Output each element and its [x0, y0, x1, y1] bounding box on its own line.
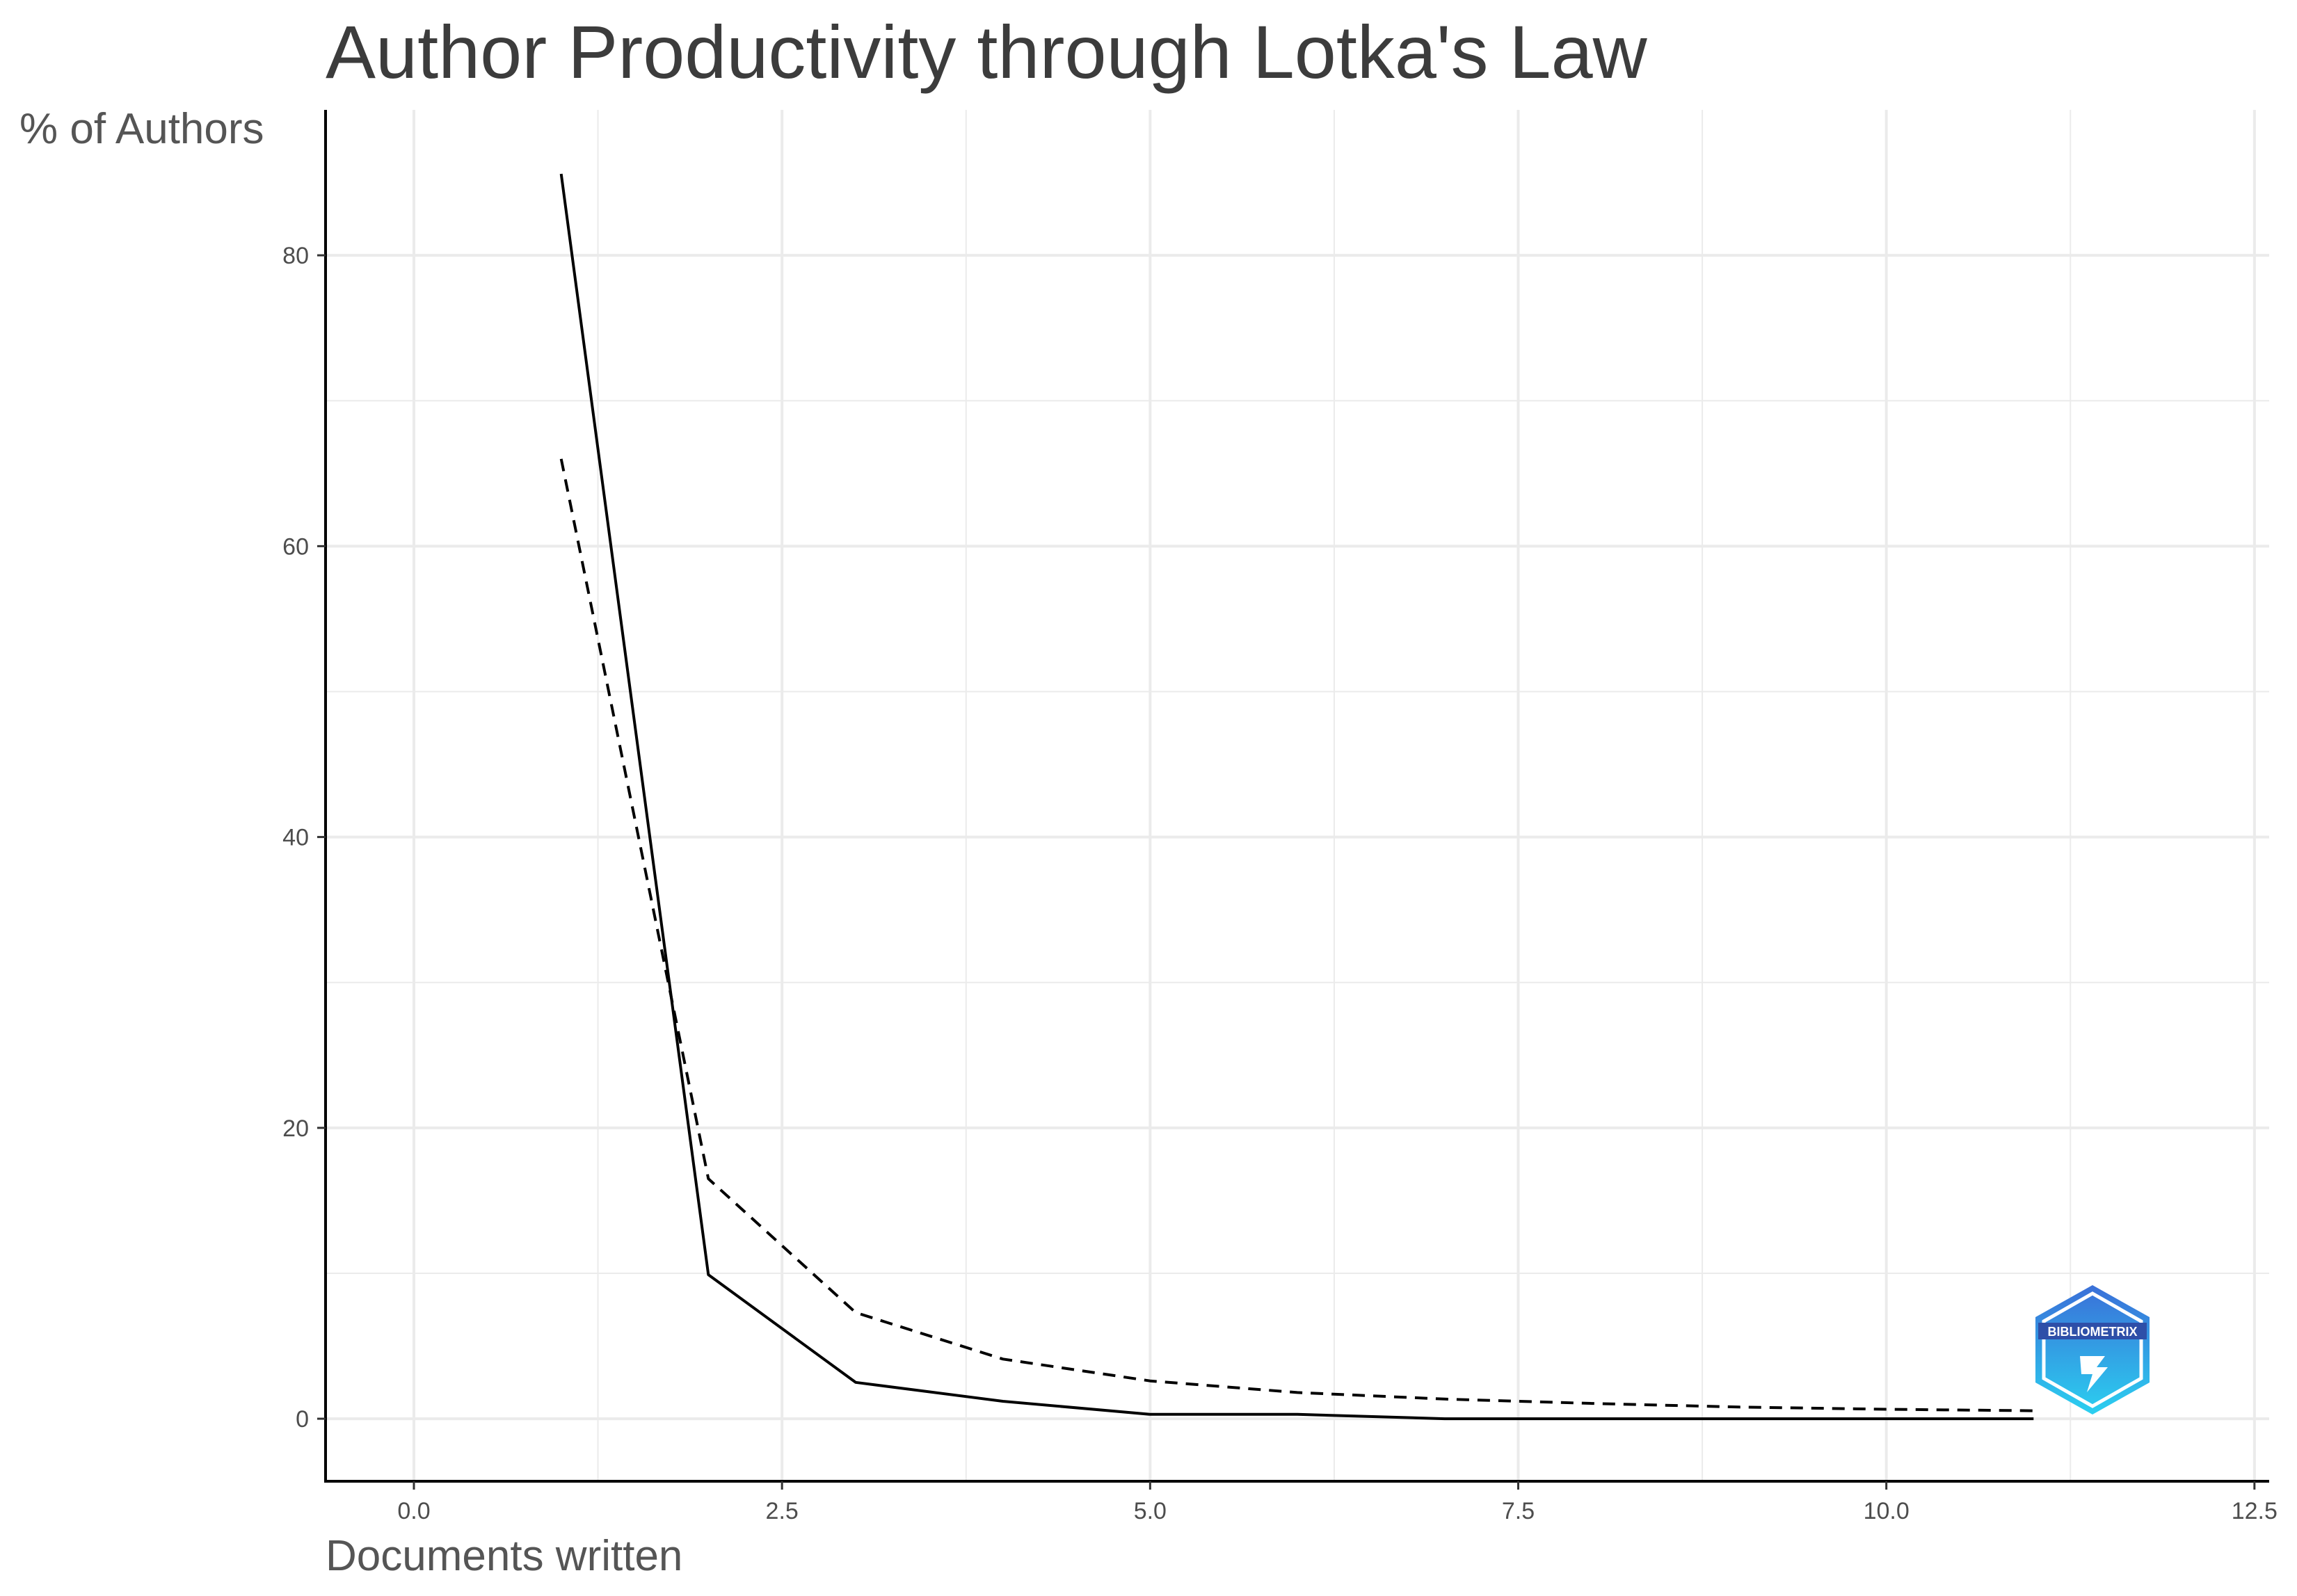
x-axis-title: Documents written	[326, 1532, 683, 1580]
solid-series-line	[559, 173, 2034, 1421]
logo-figure	[2080, 1356, 2108, 1392]
x-tick-label: 12.5	[2232, 1498, 2278, 1524]
y-tick-label: 20	[282, 1115, 309, 1142]
tick-labels: 0.0 2.5 5.0 7.5 10.0 12.5 0 20 40 60 80	[282, 243, 2278, 1524]
y-tick-label: 40	[282, 825, 309, 851]
logo-text: BIBLIOMETRIX	[2048, 1325, 2138, 1339]
x-tick-label: 0.0	[397, 1498, 430, 1524]
logo-hexagon	[2035, 1285, 2150, 1414]
logo-banner	[2038, 1323, 2147, 1339]
grid	[326, 110, 2269, 1481]
series	[559, 173, 2034, 1421]
x-tick-label: 10.0	[1864, 1498, 1910, 1524]
y-tick-label: 60	[282, 533, 309, 560]
x-tick-label: 7.5	[1502, 1498, 1535, 1524]
x-tick-label: 5.0	[1134, 1498, 1167, 1524]
chart-title: Author Productivity through Lotka's Law	[326, 10, 1647, 94]
bibliometrix-logo: BIBLIOMETRIX	[2035, 1285, 2150, 1414]
y-tick-label: 0	[296, 1406, 309, 1433]
dashed-series-line	[559, 458, 2034, 1412]
y-axis-title: % of Authors	[19, 105, 264, 153]
axes	[324, 110, 2269, 1483]
logo-inner-hexagon	[2042, 1291, 2143, 1408]
y-tick-label: 80	[282, 243, 309, 269]
x-tick-label: 2.5	[766, 1498, 799, 1524]
